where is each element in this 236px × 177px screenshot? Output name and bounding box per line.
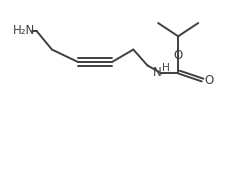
Text: H: H [162,63,170,73]
Text: O: O [173,49,183,62]
Text: O: O [205,74,214,87]
Text: N: N [152,66,161,79]
Text: H₂N: H₂N [13,24,35,38]
